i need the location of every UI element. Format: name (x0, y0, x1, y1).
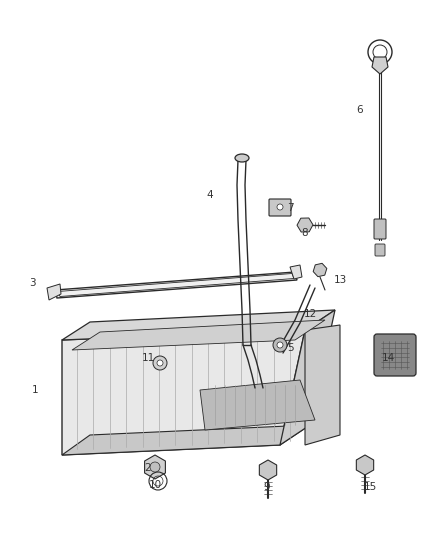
Circle shape (150, 462, 160, 472)
Polygon shape (62, 330, 305, 455)
Text: 4: 4 (207, 190, 213, 200)
Polygon shape (47, 284, 61, 300)
Circle shape (277, 342, 283, 348)
Circle shape (153, 356, 167, 370)
Text: 3: 3 (28, 278, 35, 288)
Text: 8: 8 (302, 228, 308, 238)
Text: 10: 10 (148, 480, 162, 490)
Text: 9: 9 (264, 482, 270, 492)
Polygon shape (62, 310, 335, 340)
Circle shape (157, 360, 163, 366)
Polygon shape (72, 320, 325, 350)
Polygon shape (280, 310, 335, 445)
Text: 15: 15 (364, 482, 377, 492)
Text: 11: 11 (141, 353, 155, 363)
Polygon shape (62, 425, 310, 455)
Text: 12: 12 (304, 309, 317, 319)
Circle shape (277, 204, 283, 210)
Polygon shape (372, 57, 388, 74)
FancyBboxPatch shape (374, 334, 416, 376)
Circle shape (273, 338, 287, 352)
Polygon shape (305, 325, 340, 445)
Text: 1: 1 (32, 385, 38, 395)
Text: 14: 14 (381, 353, 395, 363)
FancyBboxPatch shape (374, 219, 386, 239)
Text: 5: 5 (287, 343, 293, 353)
Text: 7: 7 (287, 203, 293, 213)
Text: 6: 6 (357, 105, 363, 115)
Polygon shape (55, 272, 297, 298)
FancyBboxPatch shape (375, 244, 385, 256)
FancyBboxPatch shape (269, 199, 291, 216)
Text: 13: 13 (333, 275, 346, 285)
Polygon shape (200, 380, 315, 430)
Ellipse shape (235, 154, 249, 162)
Text: 2: 2 (145, 463, 151, 473)
Polygon shape (290, 265, 302, 279)
